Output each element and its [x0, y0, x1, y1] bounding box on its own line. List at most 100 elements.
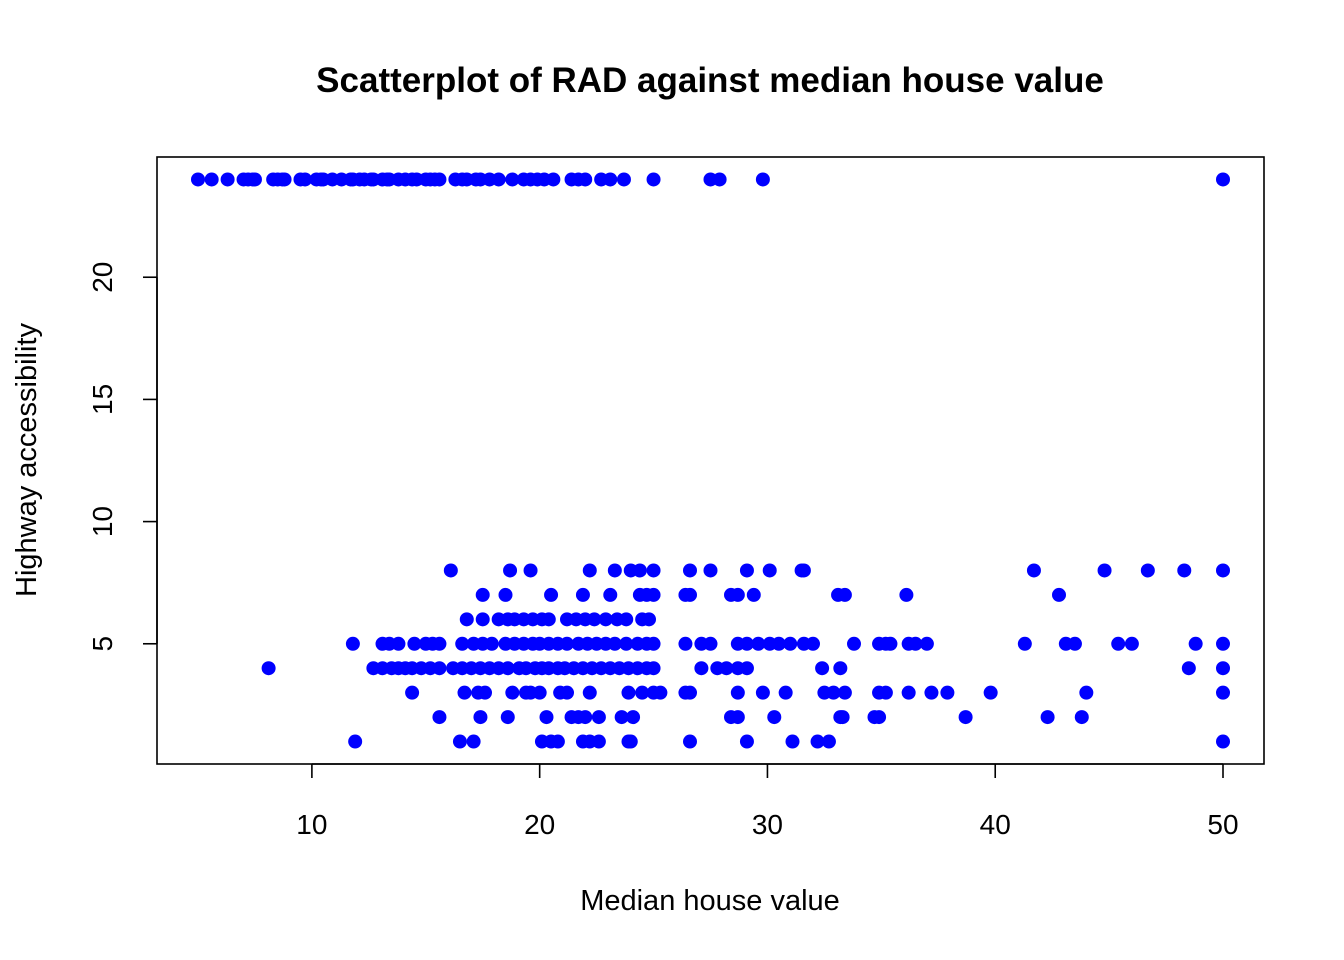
- data-point: [755, 685, 770, 700]
- data-point: [345, 636, 360, 651]
- data-point: [1017, 636, 1032, 651]
- data-point: [452, 734, 467, 749]
- data-point: [541, 612, 556, 627]
- data-point: [500, 710, 515, 725]
- y-axis: 5 10 15 20: [87, 262, 158, 652]
- data-point: [642, 612, 656, 627]
- data-point: [826, 685, 841, 700]
- data-point: [466, 734, 481, 749]
- x-axis-label: Median house value: [580, 885, 840, 917]
- data-point: [739, 563, 754, 578]
- data-point: [821, 734, 836, 749]
- data-point: [1181, 661, 1196, 676]
- data-point: [484, 636, 499, 651]
- data-point: [204, 172, 219, 187]
- data-point: [539, 710, 554, 725]
- data-point: [616, 172, 631, 187]
- data-point: [603, 172, 618, 187]
- data-point: [261, 661, 276, 676]
- data-point: [432, 661, 447, 676]
- data-point: [1040, 710, 1055, 725]
- data-point: [457, 685, 472, 700]
- data-point: [277, 172, 292, 187]
- data-point: [582, 685, 597, 700]
- y-tick-label: 15: [87, 384, 118, 415]
- data-point: [872, 710, 887, 725]
- data-point: [591, 734, 606, 749]
- data-point: [505, 172, 520, 187]
- data-point: [1140, 563, 1155, 578]
- data-point: [901, 685, 916, 700]
- y-tick-label: 20: [87, 262, 118, 293]
- data-point: [1052, 587, 1066, 602]
- data-point: [1067, 636, 1082, 651]
- data-point: [298, 172, 313, 187]
- data-point: [771, 636, 786, 651]
- data-point: [719, 661, 734, 676]
- data-point: [503, 563, 518, 578]
- data-point: [653, 685, 668, 700]
- data-point: [391, 636, 406, 651]
- data-point: [806, 636, 820, 651]
- data-point: [899, 587, 914, 602]
- data-point: [475, 612, 490, 627]
- data-point: [407, 636, 422, 651]
- data-point: [432, 172, 447, 187]
- y-tick-label: 5: [87, 636, 118, 652]
- data-point: [646, 587, 661, 602]
- data-point: [908, 636, 923, 651]
- x-tick-label: 30: [752, 809, 783, 840]
- data-point: [247, 172, 262, 187]
- data-point: [560, 685, 574, 700]
- data-point: [703, 563, 718, 578]
- data-point: [1188, 636, 1203, 651]
- data-point: [1216, 172, 1230, 187]
- data-point: [730, 710, 745, 725]
- data-point: [847, 636, 861, 651]
- data-point: [587, 612, 602, 627]
- data-point: [614, 710, 629, 725]
- data-point: [1216, 661, 1230, 676]
- data-point: [1216, 734, 1230, 749]
- data-point: [619, 612, 634, 627]
- x-tick-label: 20: [524, 809, 555, 840]
- data-point: [833, 661, 848, 676]
- data-point: [443, 563, 458, 578]
- data-point: [703, 636, 718, 651]
- data-point: [607, 563, 622, 578]
- data-point: [1026, 563, 1041, 578]
- data-point: [835, 710, 850, 725]
- data-point: [646, 661, 661, 676]
- data-point: [532, 685, 547, 700]
- data-point: [432, 710, 447, 725]
- data-point: [924, 685, 939, 700]
- data-point: [767, 710, 782, 725]
- data-point: [405, 685, 420, 700]
- data-point: [1216, 636, 1230, 651]
- data-point: [578, 172, 593, 187]
- data-point: [1177, 563, 1192, 578]
- data-point: [983, 685, 998, 700]
- chart-title: Scatterplot of RAD against median house …: [316, 61, 1104, 100]
- data-point: [746, 587, 761, 602]
- data-points: [191, 172, 1230, 749]
- data-point: [919, 636, 934, 651]
- data-point: [958, 710, 973, 725]
- data-point: [500, 661, 515, 676]
- data-point: [523, 563, 538, 578]
- data-point: [837, 685, 852, 700]
- data-point: [550, 734, 565, 749]
- data-point: [678, 636, 693, 651]
- data-point: [575, 587, 590, 602]
- data-point: [191, 172, 205, 187]
- data-point: [626, 710, 641, 725]
- data-point: [739, 661, 754, 676]
- data-point: [491, 172, 506, 187]
- data-point: [810, 734, 825, 749]
- data-point: [455, 636, 470, 651]
- plot-area-frame: [156, 156, 1265, 765]
- data-point: [683, 563, 697, 578]
- data-point: [878, 685, 893, 700]
- data-point: [459, 612, 474, 627]
- data-point: [883, 636, 898, 651]
